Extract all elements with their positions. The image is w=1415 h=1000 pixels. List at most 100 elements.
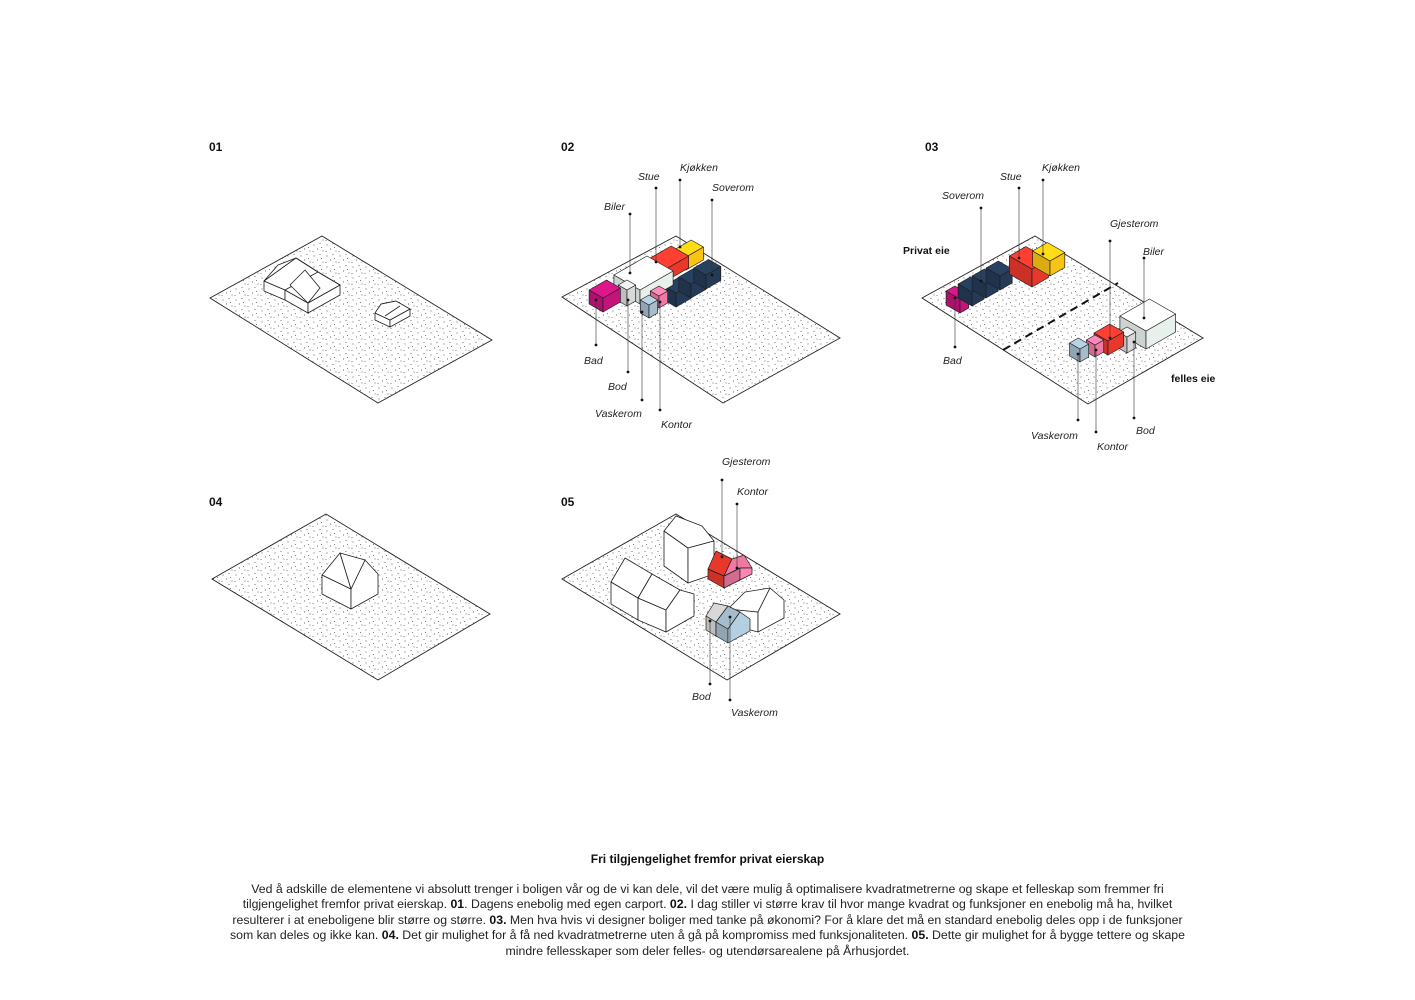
- leader-dot: [594, 343, 598, 347]
- leader-dot: [628, 212, 632, 216]
- function-boxes: [588, 239, 1176, 644]
- caption-text-2: . Dagens enebolig med egen carport.: [464, 897, 670, 912]
- box-bad-02: [588, 279, 621, 313]
- caption-step-01: 01: [450, 897, 465, 912]
- box-vaskerom-02: [639, 294, 659, 319]
- leader-dot: [728, 698, 732, 702]
- panel-number-05: 05: [561, 495, 575, 509]
- label-biler-03: Biler: [1143, 246, 1165, 258]
- leader-dot: [654, 260, 658, 264]
- label-felles-eie: felles eie: [1171, 373, 1216, 385]
- leader-dot: [1094, 348, 1098, 352]
- house-large-back: [663, 515, 715, 584]
- leader-dot: [658, 300, 662, 304]
- leader-dot: [678, 245, 682, 249]
- leader-dot: [1076, 352, 1080, 356]
- panel-number-03: 03: [925, 140, 939, 154]
- label-kontor-05: Kontor: [737, 486, 768, 498]
- label-stue-03: Stue: [1000, 171, 1022, 183]
- leader-dot: [640, 398, 644, 402]
- leader-dot: [1041, 178, 1045, 182]
- leader-dot: [720, 555, 724, 559]
- leader-lines: [594, 178, 1146, 702]
- house-vaskerom-05: [715, 605, 751, 644]
- leader-dot: [1076, 418, 1080, 422]
- box-soverom-02-c: [693, 259, 722, 290]
- leader-dot: [710, 273, 714, 277]
- caption-step-04: 04.: [381, 928, 399, 943]
- leader-dot: [628, 271, 632, 275]
- box-kontor-03: [1085, 334, 1105, 358]
- plot-01: [209, 235, 493, 404]
- leader-dot: [658, 408, 662, 412]
- leader-dot: [1108, 239, 1112, 243]
- leader-dot: [735, 502, 739, 506]
- label-stue-02: Stue: [638, 171, 660, 183]
- label-vaskerom-02: Vaskerom: [595, 408, 642, 420]
- leader-dot: [654, 186, 658, 190]
- box-bod-02: [617, 279, 637, 307]
- leader-dot: [626, 298, 630, 302]
- leader-dot: [953, 345, 957, 349]
- label-vaskerom-03: Vaskerom: [1031, 430, 1078, 442]
- label-kontor-02: Kontor: [661, 419, 692, 431]
- leader-dot: [979, 206, 983, 210]
- core-house: [321, 552, 379, 610]
- label-bad-02: Bad: [584, 355, 604, 367]
- leader-dot: [594, 298, 598, 302]
- leader-dot: [720, 478, 724, 482]
- label-kontor-03: Kontor: [1097, 441, 1128, 453]
- label-vaskerom-05: Vaskerom: [731, 707, 778, 719]
- label-gjesterom-03: Gjesterom: [1110, 218, 1159, 230]
- box-vaskerom-03: [1069, 337, 1090, 363]
- panel-number-04: 04: [209, 495, 223, 509]
- leader-dot: [1132, 416, 1136, 420]
- caption-text-3: I dag stiller vi større krav til hvor ma…: [232, 897, 1173, 927]
- label-bod-03: Bod: [1136, 425, 1156, 437]
- label-bod-05: Bod: [692, 691, 712, 703]
- caption-step-05: 05.: [911, 928, 929, 943]
- label-biler-02: Biler: [604, 201, 626, 213]
- plot-05: [561, 513, 841, 681]
- leader-dot: [1094, 430, 1098, 434]
- leader-dot: [1017, 186, 1021, 190]
- label-gjesterom-05: Gjesterom: [722, 456, 771, 468]
- caption-body: Ved å adskille de elementene vi absolutt…: [222, 882, 1193, 959]
- caption-text-4: Men hva hvis vi designer boliger med tan…: [230, 912, 1183, 943]
- caption-step-02: 02.: [669, 897, 688, 912]
- leader-dot: [1142, 256, 1146, 260]
- leader-dot: [1017, 256, 1021, 260]
- diagram-canvas: 01 02 03 04 05: [209, 140, 1216, 719]
- caption-text-5: Det gir mulighet for å få ned kvadratmet…: [398, 928, 912, 943]
- carport: [374, 300, 411, 328]
- caption-title: Fri tilgjengelighet fremfor privat eiers…: [590, 852, 825, 866]
- leader-dot: [1041, 252, 1045, 256]
- panel-number-02: 02: [561, 140, 575, 154]
- leader-dot: [708, 619, 712, 623]
- box-kjokken-03: [1032, 242, 1066, 277]
- leader-dot: [1142, 316, 1146, 320]
- leader-dot: [735, 566, 739, 570]
- leader-dot: [626, 370, 630, 374]
- label-kjokken-02: Kjøkken: [680, 162, 718, 174]
- label-kjokken-03: Kjøkken: [1042, 162, 1080, 174]
- ownership-divider: [1002, 282, 1119, 351]
- detached-house: [263, 257, 341, 314]
- leader-dot: [728, 615, 732, 619]
- leader-dot: [1132, 340, 1136, 344]
- leader-dot: [1108, 336, 1112, 340]
- leader-dot: [953, 296, 957, 300]
- caption-text-6: Dette gir mulighet for å bygge tettere o…: [505, 928, 1185, 958]
- house-kontor-05: [723, 554, 753, 589]
- caption-text-1: Ved å adskille de elementene vi absolutt…: [242, 882, 1164, 912]
- caption-step-03: 03.: [489, 912, 507, 927]
- leader-dot: [708, 682, 712, 686]
- row-house-left: [610, 557, 695, 633]
- label-soverom-02: Soverom: [712, 182, 754, 194]
- panel-number-01: 01: [209, 140, 223, 154]
- leader-dot: [678, 178, 682, 182]
- label-bad-03: Bad: [943, 355, 963, 367]
- label-privat-eie: Privat eie: [903, 245, 950, 257]
- label-soverom-03: Soverom: [942, 190, 984, 202]
- leader-dot: [979, 279, 983, 283]
